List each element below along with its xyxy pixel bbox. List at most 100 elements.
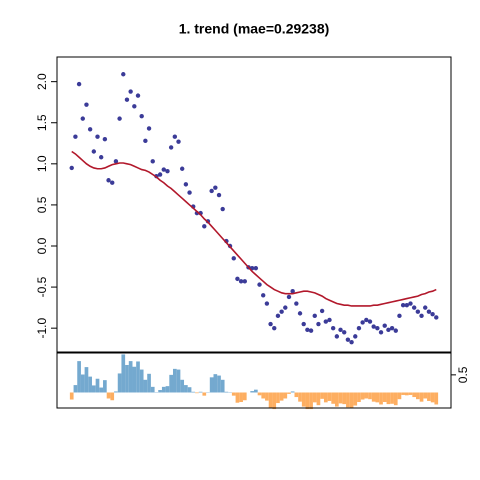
residual-bar — [132, 366, 137, 393]
point — [261, 293, 266, 298]
point — [382, 323, 387, 328]
point — [165, 169, 170, 174]
point — [95, 134, 100, 139]
point — [371, 324, 376, 329]
point — [400, 302, 406, 308]
residual-bar — [298, 392, 302, 402]
y-tick-label: 0.5 — [35, 196, 49, 213]
residual-bar — [335, 392, 339, 407]
point — [73, 134, 78, 139]
point — [106, 178, 111, 183]
point — [216, 192, 222, 198]
point — [84, 102, 89, 107]
residual-bar — [84, 367, 89, 393]
point — [393, 328, 398, 333]
residual-bar — [268, 392, 273, 409]
residual-bar — [220, 379, 225, 393]
y-tick-label: -0.5 — [35, 276, 49, 297]
residual-bar — [121, 354, 126, 393]
point — [353, 334, 358, 339]
point — [367, 319, 373, 324]
residual-bar — [99, 387, 104, 393]
point — [305, 327, 310, 333]
residual-bar — [290, 391, 295, 393]
residual-bar — [294, 392, 299, 398]
residual-bar — [386, 392, 391, 405]
residual-bar — [357, 392, 361, 403]
point — [338, 327, 343, 333]
point — [132, 104, 137, 109]
residual-bar — [331, 392, 336, 404]
y-tick-label: 0.0 — [35, 237, 49, 254]
point — [146, 126, 152, 131]
residual-bar — [301, 392, 306, 407]
residual-bar — [427, 392, 431, 401]
point — [283, 305, 288, 310]
point — [113, 159, 119, 164]
residual-bar — [69, 392, 74, 400]
point — [426, 309, 432, 314]
residual-bar — [401, 392, 405, 395]
point — [202, 224, 207, 229]
residual-bar — [139, 369, 144, 393]
point — [397, 313, 402, 319]
point — [172, 134, 178, 139]
residual-bar — [349, 392, 354, 408]
residual-bar — [368, 392, 372, 400]
residual-bar — [136, 361, 140, 393]
residual-bar — [191, 391, 196, 393]
point — [327, 317, 332, 323]
point — [308, 328, 314, 333]
point — [319, 308, 325, 314]
point — [272, 325, 277, 331]
residual-bar — [125, 364, 129, 393]
residual-bar — [261, 392, 266, 399]
residual-bar — [195, 392, 199, 394]
point — [257, 282, 262, 287]
residual-bar — [382, 392, 387, 403]
trend-line — [71, 150, 437, 307]
point — [386, 327, 391, 333]
residual-bar — [423, 392, 428, 399]
point — [411, 305, 417, 310]
point — [330, 325, 336, 331]
residual-bar — [312, 392, 317, 403]
residual-bar — [434, 392, 439, 405]
residual-bar — [117, 373, 122, 393]
residual-bar — [283, 392, 288, 399]
residual-bar — [213, 374, 218, 393]
residual-bar — [106, 392, 111, 399]
point — [345, 337, 351, 342]
residual-bar — [143, 379, 148, 393]
point — [179, 166, 185, 171]
residual-bar — [272, 392, 277, 410]
point — [301, 321, 306, 327]
residual-bar — [342, 392, 347, 405]
point — [415, 309, 421, 314]
point — [297, 311, 303, 316]
residual-bar — [198, 391, 203, 393]
point — [312, 313, 317, 319]
y-tick-label: 2.0 — [35, 73, 49, 90]
residual-bar — [80, 374, 85, 393]
point — [334, 334, 340, 339]
point — [279, 309, 284, 314]
chart-title: 1. trend (mae=0.29238) — [179, 21, 330, 37]
point — [378, 330, 384, 335]
point — [349, 339, 354, 345]
residual-bar — [412, 392, 417, 398]
residual-bar — [231, 392, 236, 396]
residual-bar — [393, 392, 398, 406]
point — [389, 325, 395, 331]
residual-bar — [250, 391, 254, 393]
residual-bar — [338, 392, 343, 404]
residual-bar — [353, 392, 358, 406]
residual-bar — [217, 375, 221, 393]
residual-bar — [172, 368, 177, 393]
residual-bar — [257, 392, 262, 396]
residual-bar — [176, 369, 181, 393]
point — [294, 301, 299, 306]
residual-bar — [375, 392, 380, 403]
residual-bar — [416, 392, 420, 400]
